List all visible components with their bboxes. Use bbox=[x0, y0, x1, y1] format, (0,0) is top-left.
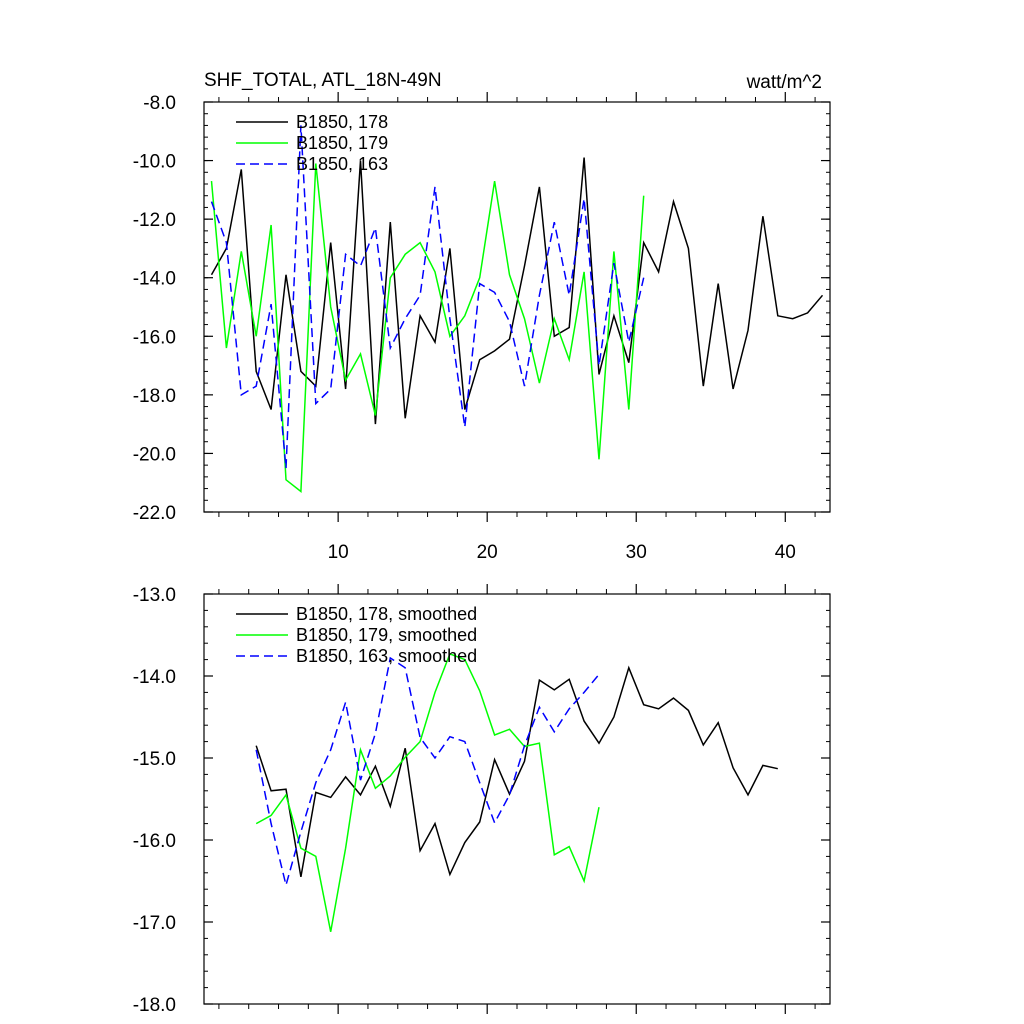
y-tick-label: -16.0 bbox=[133, 831, 176, 852]
bottom-panel: -13.0 -14.0 -15.0 -16.0 -17.0 -18.0 B1850, 178… bbox=[133, 584, 831, 1016]
y-tick-label: -22.0 bbox=[133, 503, 176, 524]
y-tick-label: -18.0 bbox=[133, 995, 176, 1016]
x-tick-label: 10 bbox=[328, 542, 349, 563]
y-tick-label: -12.0 bbox=[133, 210, 176, 231]
series-line-2 bbox=[210, 125, 645, 469]
legend-label-0: B1850, 178, smoothed bbox=[296, 604, 477, 624]
y-tick-label: -18.0 bbox=[133, 386, 176, 407]
top-panel: SHF_TOTAL, ATL_18N-49N watt/m^2 -8.0 -10.0 -… bbox=[133, 70, 831, 563]
y-tick-label: -14.0 bbox=[133, 269, 176, 290]
series-line-1 bbox=[255, 652, 600, 932]
units-label: watt/m^2 bbox=[746, 72, 822, 93]
y-tick-label: -15.0 bbox=[133, 749, 176, 770]
legend-label-1: B1850, 179, smoothed bbox=[296, 625, 477, 645]
legend-label-1: B1850, 179 bbox=[296, 133, 388, 153]
series-line-0 bbox=[210, 157, 824, 425]
legend-label-0: B1850, 178 bbox=[296, 112, 388, 132]
y-tick-label: -20.0 bbox=[133, 444, 176, 465]
y-tick-label: -13.0 bbox=[133, 585, 176, 606]
series-line-0 bbox=[255, 665, 778, 878]
series-line-2 bbox=[255, 656, 600, 889]
y-tick-label: -10.0 bbox=[133, 152, 176, 173]
x-tick-label: 40 bbox=[775, 542, 796, 563]
chart-title: SHF_TOTAL, ATL_18N-49N bbox=[204, 70, 442, 91]
y-tick-label: -14.0 bbox=[133, 667, 176, 688]
series-line-1 bbox=[210, 163, 645, 493]
y-tick-label: -8.0 bbox=[143, 93, 176, 114]
legend-label-2: B1850, 163 bbox=[296, 154, 388, 174]
legend-label-2: B1850, 163, smoothed bbox=[296, 646, 477, 666]
x-tick-label: 20 bbox=[477, 542, 498, 563]
y-tick-label: -16.0 bbox=[133, 327, 176, 348]
x-tick-label: 30 bbox=[626, 542, 647, 563]
y-tick-label: -17.0 bbox=[133, 913, 176, 934]
